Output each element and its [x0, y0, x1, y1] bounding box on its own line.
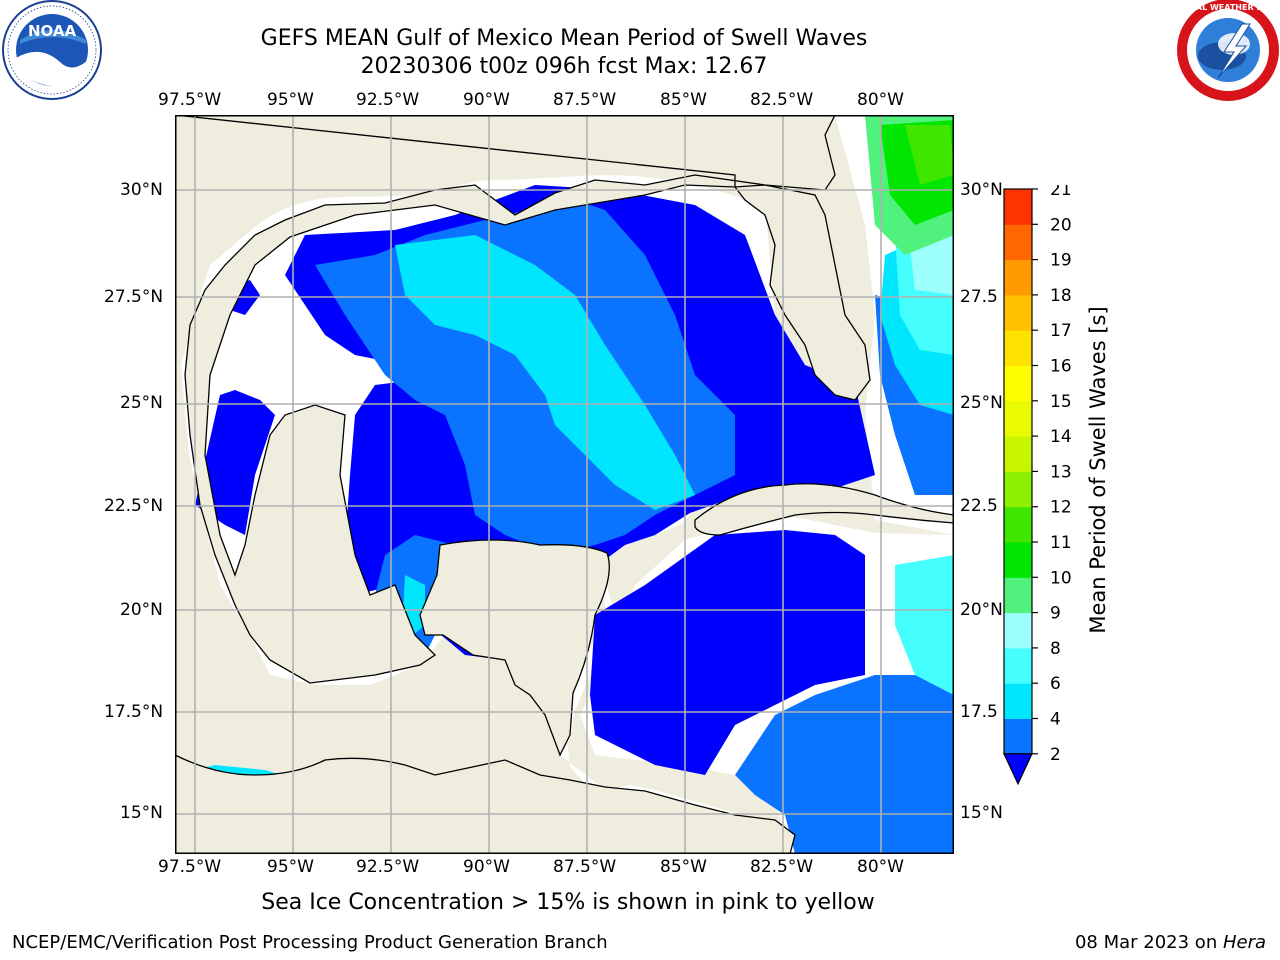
lat-tick-left-7: 15°N [120, 803, 163, 823]
colorbar-tick-label: 10 [1050, 568, 1072, 588]
colorbar-tick-label: 18 [1050, 286, 1072, 306]
lon-tick-bottom-1: 97.5°W [158, 857, 222, 877]
swell-zone-4-6s-loop-current [395, 235, 695, 510]
colorbar-under-arrow [1003, 753, 1033, 785]
noaa-logo: NOAA [2, 0, 102, 100]
lat-tick-left-5: 20°N [120, 600, 163, 620]
lat-tick-left-2: 27.5°N [104, 287, 164, 307]
lat-tick-right-7: 15°N [960, 803, 1003, 823]
map-frame [175, 115, 954, 854]
lat-tick-left-4: 22.5°N [104, 496, 164, 516]
lon-tick-bottom-4: 90°W [463, 857, 510, 877]
lon-tick-bottom-5: 87.5°W [553, 857, 617, 877]
colorbar-tick-label: 2 [1050, 745, 1061, 765]
land-florida [733, 184, 871, 401]
lon-tick-bottom-6: 85°W [660, 857, 707, 877]
colorbar-tick-label: 11 [1050, 533, 1072, 553]
colorbar-tick-label: 12 [1050, 498, 1072, 518]
colorbar-tick-label: 21 [1050, 185, 1072, 200]
chart-title: GEFS MEAN Gulf of Mexico Mean Period of … [260, 26, 868, 51]
colorbar-segment [1004, 400, 1032, 437]
lon-tick-top-3: 92.5°W [356, 90, 420, 110]
land-us-gulf-coast [175, 115, 954, 684]
colorbar-tick-label: 20 [1050, 215, 1072, 235]
chart-subtitle: 20230306 t00z 096h fcst Max: 12.67 [360, 54, 768, 79]
colorbar-label: Mean Period of Swell Waves [s] [1086, 306, 1110, 634]
colorbar-segment [1004, 224, 1032, 261]
lat-tick-right-2: 27.5 [960, 287, 998, 307]
colorbar-tick-label: 9 [1050, 604, 1061, 624]
colorbar-tick-label: 19 [1050, 251, 1072, 271]
colorbar-segments [1003, 188, 1033, 785]
colorbar-segment [1004, 542, 1032, 578]
lon-tick-top-7: 82.5°W [750, 90, 814, 110]
nws-logo-text: NATIONAL WEATHER SERVICE [1176, 3, 1280, 12]
colorbar-tick-label: 13 [1050, 462, 1072, 482]
colorbar-tick-label: 14 [1050, 427, 1072, 447]
swell-zone-under-2s-west [195, 390, 275, 535]
colorbar-segment [1004, 436, 1032, 472]
colorbar-tick-label: 15 [1050, 392, 1072, 412]
lat-tick-right-3: 25°N [960, 393, 1003, 413]
lon-tick-top-1: 97.5°W [158, 90, 222, 110]
swell-zone-11-12s-atlantic [905, 125, 954, 185]
colorbar-ticks: 2 4 6 8 9 10 11 12 13 14 15 16 17 18 19 20 21 [1032, 185, 1072, 765]
sea-ice-footnote: Sea Ice Concentration > 15% is shown in … [261, 890, 875, 915]
colorbar-segment [1004, 330, 1032, 366]
colorbar-segment [1004, 471, 1032, 508]
swell-zone-2-4s-caribbean [735, 675, 954, 854]
colorbar-segment [1004, 612, 1032, 649]
lat-tick-right-4: 22.5 [960, 496, 998, 516]
colorbar-segment [1004, 683, 1032, 719]
lon-tick-bottom-7: 82.5°W [750, 857, 814, 877]
nws-logo: NATIONAL WEATHER SERVICE [1176, 0, 1280, 101]
colorbar-tick-label: 8 [1050, 639, 1061, 659]
date-stamp: 08 Mar 2023 on Hera [1075, 932, 1266, 953]
colorbar-segment [1004, 259, 1032, 296]
date-stamp-date: 08 Mar 2023 on [1074, 932, 1223, 953]
lon-tick-top-8: 80°W [857, 90, 904, 110]
lat-tick-left-3: 25°N [120, 393, 163, 413]
land-yucatan [419, 539, 610, 757]
colorbar-segment [1004, 718, 1032, 755]
colorbar-segment [1004, 294, 1032, 331]
lon-tick-bottom-3: 92.5°W [356, 857, 420, 877]
lat-tick-right-5: 20°N [960, 600, 1003, 620]
lon-tick-bottom-8: 80°W [857, 857, 904, 877]
lon-tick-bottom-2: 95°W [267, 857, 314, 877]
colorbar-tick-label: 17 [1050, 321, 1072, 341]
map-plot [175, 115, 954, 854]
colorbar-segment [1004, 506, 1032, 543]
colorbar-tick-label: 6 [1050, 674, 1061, 694]
lat-tick-right-1: 30°N [960, 180, 1003, 200]
lon-tick-top-4: 90°W [463, 90, 510, 110]
swell-zone-6-8s-east-caribbean [895, 555, 954, 695]
lat-tick-left-6: 17.5°N [104, 702, 164, 722]
colorbar-segment [1004, 189, 1032, 225]
colorbar-tick-label: 4 [1050, 710, 1061, 730]
land-central-america [175, 754, 796, 854]
noaa-logo-text: NOAA [28, 22, 77, 40]
lon-tick-top-5: 87.5°W [553, 90, 617, 110]
colorbar: 2 4 6 8 9 10 11 12 13 14 15 16 17 18 19 20 21 [1003, 185, 1072, 785]
colorbar-segment [1004, 365, 1032, 402]
lon-tick-top-6: 85°W [660, 90, 707, 110]
colorbar-segment [1004, 577, 1032, 614]
graticule [175, 115, 954, 854]
colorbar-tick-label: 16 [1050, 357, 1072, 377]
swell-zone-under-2s-caribbean [590, 530, 865, 775]
lon-tick-top-2: 95°W [267, 90, 314, 110]
lat-tick-left-1: 30°N [120, 180, 163, 200]
date-stamp-host: Hera [1222, 932, 1266, 953]
colorbar-segment [1004, 647, 1032, 684]
credit-text: NCEP/EMC/Verification Post Processing Pr… [12, 932, 608, 953]
lat-tick-right-6: 17.5 [960, 702, 998, 722]
land-cuba [694, 483, 954, 536]
